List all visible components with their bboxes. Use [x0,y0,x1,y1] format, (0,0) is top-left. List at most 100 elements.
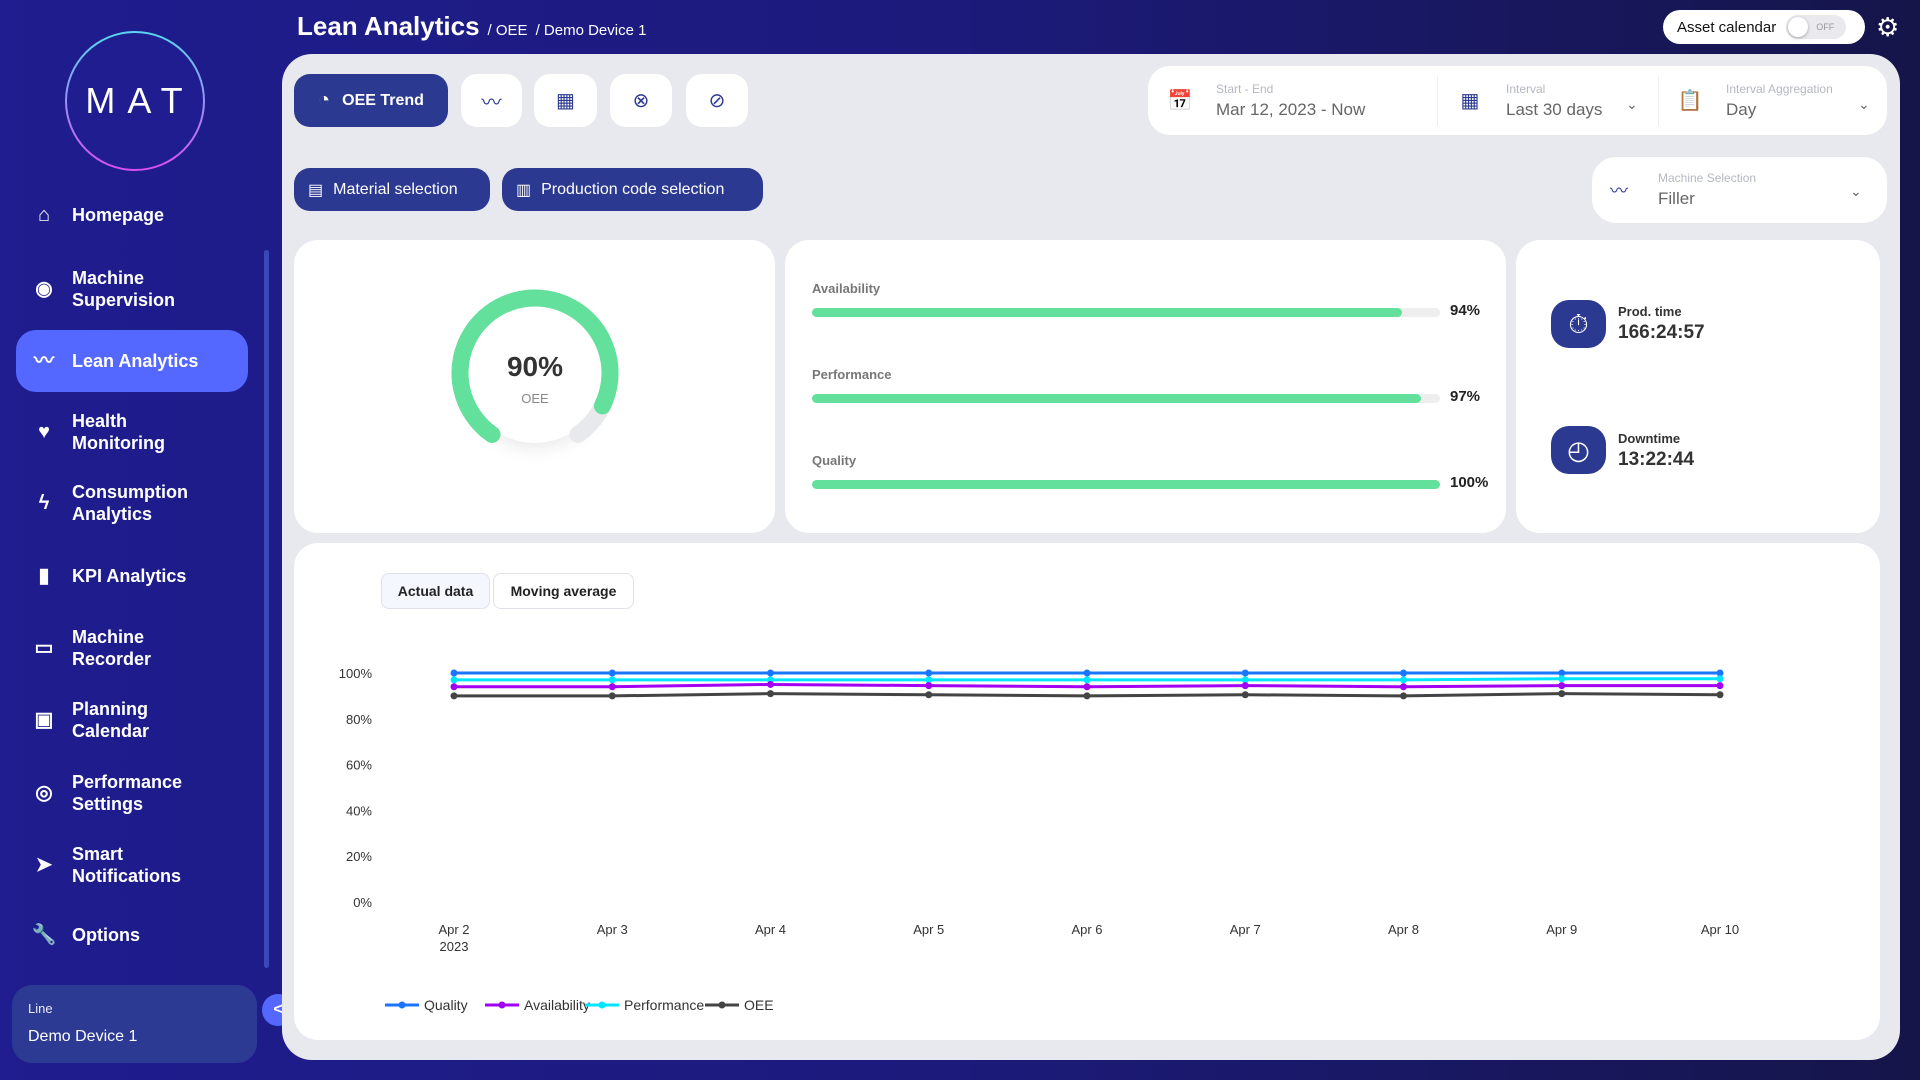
interval-label: Interval [1506,81,1546,96]
asset-calendar: Asset calendar OFF [1663,10,1865,44]
gauge-chart-icon: ⊘ [708,90,726,112]
metric-bar [812,394,1440,403]
stopwatch-icon: ⏱ [1551,300,1606,348]
start-end-label: Start - End [1216,81,1274,96]
analysis-view-button[interactable]: ⊘ [686,74,748,127]
interval-value: Last 30 days [1506,99,1603,119]
metric-bar-fill [812,308,1403,317]
metric-value: 97% [1450,388,1481,405]
asset-calendar-toggle[interactable]: OFF [1786,15,1847,39]
heart-pulse-icon: ♥ [38,421,50,443]
sidebar-scrollbar[interactable] [264,250,269,968]
start-end-field[interactable]: 📅 Start - End Mar 12, 2023 - Now [1160,66,1366,135]
oee-trend-label: OEE Trend [342,91,424,109]
recorder-icon: ▭ [34,637,54,659]
chevron-down-icon: ⌄ [1626,96,1638,112]
sidebar-item-label: Machine Supervision [72,268,176,310]
line-label: Line [28,1001,53,1016]
oee-trend-button[interactable]: ◔ OEE Trend [294,74,448,127]
sidebar-item-label: KPI Analytics [72,566,187,586]
logo: MAT [65,31,205,171]
pie-chart-icon: ◔ [318,89,331,111]
start-end-value: Mar 12, 2023 - Now [1216,99,1366,119]
sidebar-item-label: Performance Settings [72,772,183,814]
sidebar-item-machine-supervision[interactable]: ◉ Machine Supervision [16,267,248,311]
gear-icon[interactable]: ⚙ [1876,12,1900,42]
send-icon: ➤ [35,854,53,876]
tab-actual-data[interactable]: Actual data [381,573,490,609]
material-selection-button[interactable]: ▤ Material selection [294,168,490,211]
sidebar-item-consumption-analytics[interactable]: ϟ Consumption Analytics [16,481,248,525]
sidebar-item-planning-calendar[interactable]: ▣ Planning Calendar [16,698,248,742]
production-code-selection-button[interactable]: ▥ Production code selection [502,168,763,211]
tab-moving-average[interactable]: Moving average [493,573,634,609]
chevron-left-icon: < [273,1001,283,1018]
metric-label: Quality [812,453,857,468]
metric-value: 100% [1450,474,1489,491]
eye-icon: ◉ [35,278,53,300]
sidebar-item-label: Health Monitoring [72,411,165,453]
calendar-icon: ▦ [1460,90,1480,112]
downtime-value: 13:22:44 [1618,449,1695,470]
breadcrumb-device[interactable]: / Demo Device 1 [535,22,647,39]
sidebar-item-health-monitoring[interactable]: ♥ Health Monitoring [16,410,248,454]
breadcrumb-oee[interactable]: / OEE [487,22,528,39]
sidebar-item-label: Machine Recorder [72,627,152,669]
metric-label: Availability [812,281,881,296]
metric-bar-fill [812,480,1440,489]
machine-value: Filler [1658,189,1695,208]
qr-code-icon: ▦ [556,90,575,112]
title-text: Lean Analytics [297,11,480,41]
sidebar-item-lean-analytics[interactable]: 〰 Lean Analytics [16,330,248,392]
metric-label: Performance [812,367,892,382]
calendar-check-icon: 📅 [1167,90,1193,112]
interval-select[interactable]: ▦ Interval Last 30 days ⌄ [1450,66,1790,135]
chevron-down-icon: ⌄ [1850,183,1862,199]
stopwatch-icon: ◎ [35,782,53,804]
metric-bar-fill [812,394,1422,403]
oee-gauge: 90% OEE [451,289,619,443]
chevron-down-icon: ⌄ [1858,96,1870,112]
date-filter-bar: 📅 Start - End Mar 12, 2023 - Now ▦ Interval… [1148,66,1887,135]
sidebar-item-machine-recorder[interactable]: ▭ Machine Recorder [16,626,248,670]
sidebar-item-label: Smart Notifications [72,844,182,886]
aggregation-label: Interval Aggregation [1726,81,1833,96]
sidebar-item-options[interactable]: 🔧 Options [16,913,248,957]
oee-label: OEE [521,391,549,406]
downtime-label: Downtime [1618,431,1681,446]
page-title: Lean Analytics / OEE / Demo Device 1 [297,11,646,42]
oee-metrics-card [785,240,1506,533]
sidebar-item-homepage[interactable]: ⌂ Homepage [16,193,248,237]
divider [1658,76,1659,126]
sidebar-item-label: Lean Analytics [72,351,199,371]
oee-value: 90% [507,351,563,382]
trend-icon: 〰 [34,350,54,372]
machine-select[interactable]: 〰 Machine Selection Filler ⌄ [1592,157,1887,223]
bar-chart-icon: ▮ [38,565,50,587]
sidebar-item-kpi-analytics[interactable]: ▮ KPI Analytics [16,554,248,598]
qr-view-button[interactable]: ▦ [534,74,597,127]
divider [1437,76,1438,126]
calendar-icon: ▣ [34,709,54,731]
trend-view-button[interactable]: 〰 [461,74,522,127]
prod-time-label: Prod. time [1618,304,1682,319]
material-icon: ▤ [308,181,324,199]
aggregation-value: Day [1726,99,1757,119]
trend-icon: 〰 [1610,181,1628,201]
losses-view-button[interactable]: ⊗ [610,74,672,127]
sidebar-item-label: Homepage [72,205,165,225]
line-selector[interactable]: Line Demo Device 1 [12,985,257,1063]
trend-icon: 〰 [481,92,502,114]
time-card [1516,240,1880,533]
close-circle-icon: ⊗ [632,90,650,112]
asset-calendar-label: Asset calendar [1677,18,1777,36]
material-selection-label: Material selection [333,180,458,198]
sidebar-item-label: Options [72,925,140,945]
aggregation-select[interactable]: 📋 Interval Aggregation Day ⌄ [1670,66,1880,135]
sidebar-item-performance-settings[interactable]: ◎ Performance Settings [16,771,248,815]
bolt-icon: ϟ [38,492,50,514]
metric-bar [812,308,1440,317]
prod-time-value: 166:24:57 [1618,322,1705,343]
metric-value: 94% [1450,302,1481,319]
sidebar-item-smart-notifications[interactable]: ➤ Smart Notifications [16,843,248,887]
